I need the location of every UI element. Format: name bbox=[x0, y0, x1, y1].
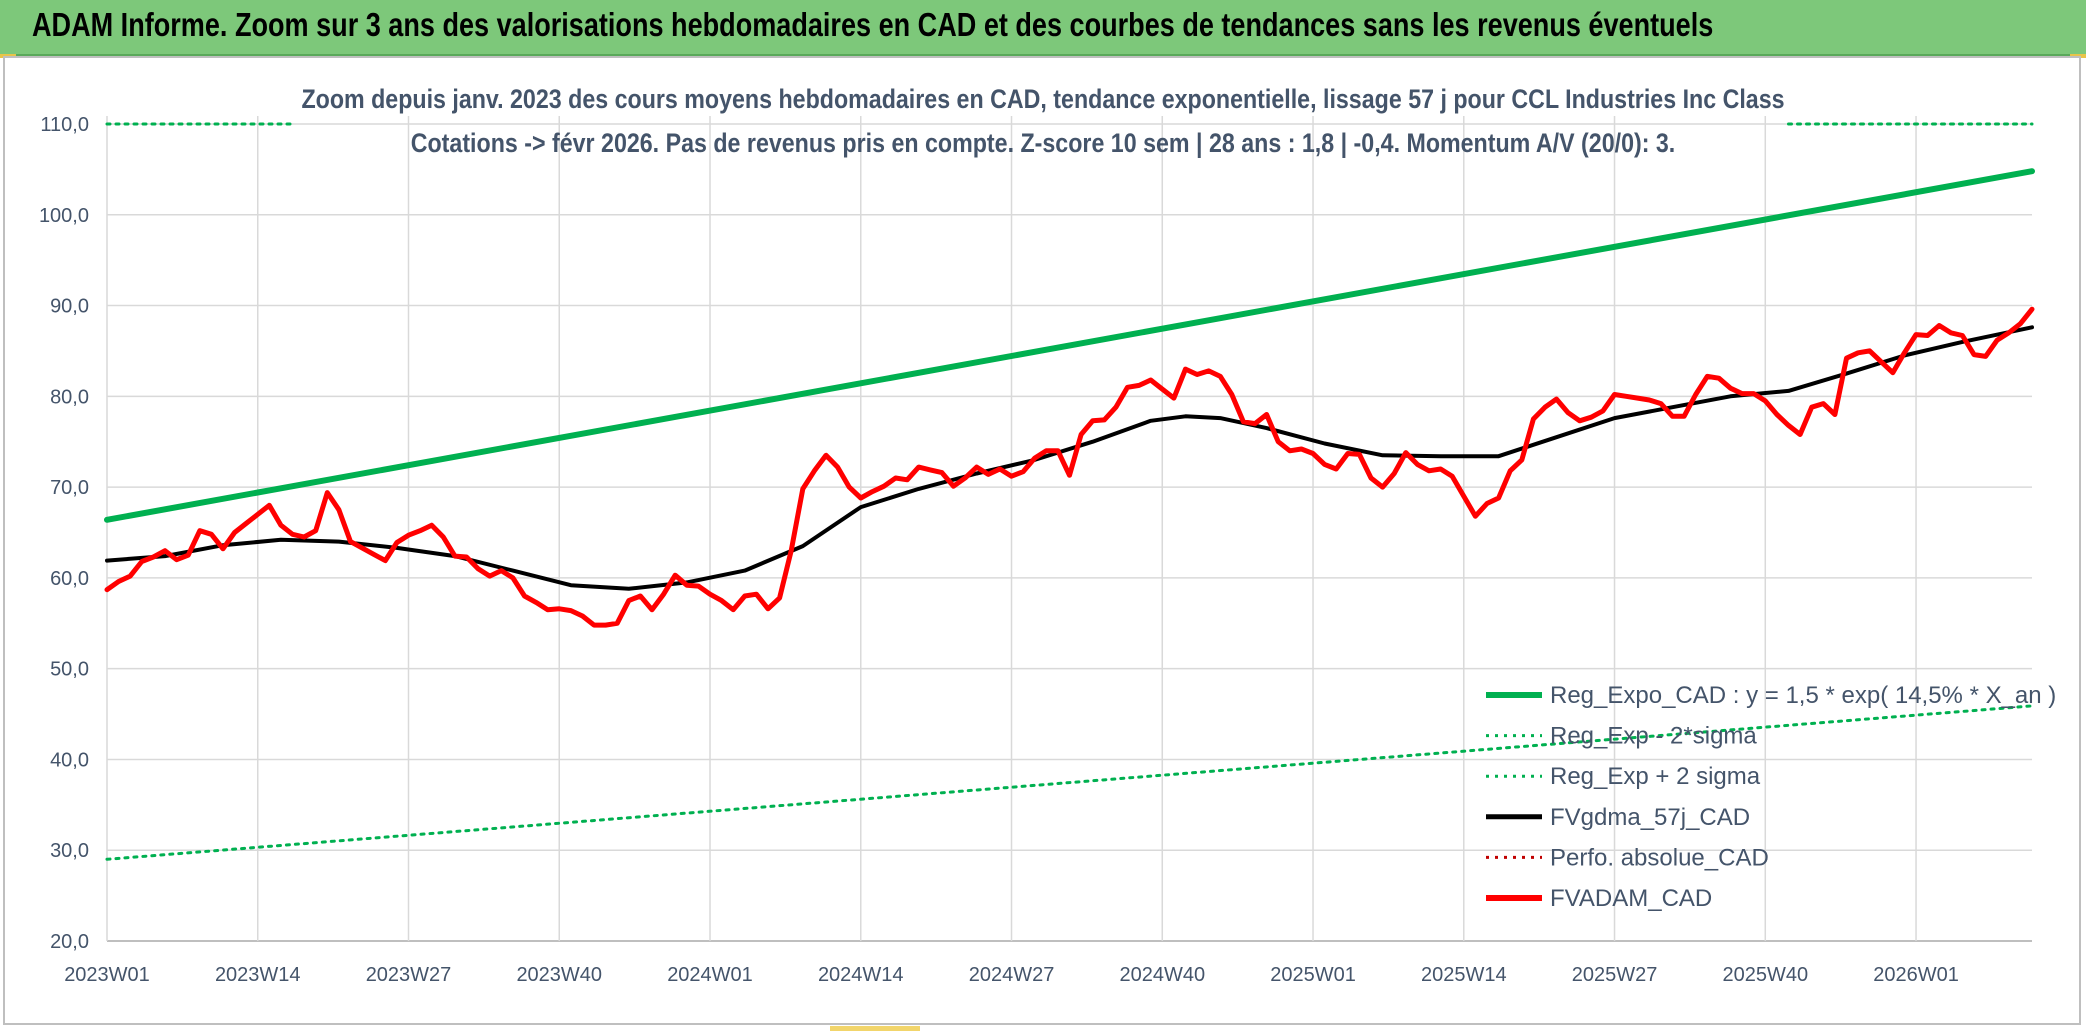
y-tick-label: 100,0 bbox=[39, 205, 89, 227]
x-tick-label: 2025W27 bbox=[1572, 964, 1658, 986]
legend-label: Reg_Exp + 2 sigma bbox=[1550, 763, 1761, 790]
chart-legend: Reg_Expo_CAD : y = 1,5 * exp( 14,5% * X_… bbox=[1486, 682, 2056, 912]
y-axis-ticks: 20,0 30,0 40,0 50,0 60,0 70,0 80,0 90,0 100,0 110… bbox=[39, 114, 89, 953]
y-tick-label: 40,0 bbox=[50, 749, 89, 771]
y-tick-label: 70,0 bbox=[50, 477, 89, 499]
x-tick-label: 2024W01 bbox=[667, 964, 753, 986]
y-tick-label: 30,0 bbox=[50, 840, 89, 862]
chart-title-line-1: Zoom depuis janv. 2023 des cours moyens … bbox=[301, 84, 1785, 114]
series-line-6 bbox=[104, 306, 2035, 628]
series-line-1 bbox=[104, 168, 2035, 523]
y-tick-label: 110,0 bbox=[40, 114, 89, 136]
x-tick-label: 2025W14 bbox=[1421, 964, 1507, 986]
x-tick-label: 2023W27 bbox=[366, 964, 452, 986]
chart-frame bbox=[3, 56, 2081, 1025]
y-tick-label: 80,0 bbox=[50, 386, 89, 408]
x-tick-label: 2025W01 bbox=[1270, 964, 1356, 986]
x-axis-ticks: 2023W01 2023W14 2023W27 2023W40 2024W01 2024W… bbox=[64, 964, 1959, 986]
chart-gridlines bbox=[106, 116, 2032, 942]
chart-title-line-2: Cotations -> févr 2026. Pas de revenus p… bbox=[410, 128, 1676, 158]
y-tick-label: 20,0 bbox=[50, 931, 89, 953]
legend-label: Perfo. absolue_CAD bbox=[1550, 844, 1769, 871]
x-tick-label: 2023W40 bbox=[516, 964, 602, 986]
y-tick-label: 60,0 bbox=[50, 568, 89, 590]
x-tick-label: 2024W27 bbox=[969, 964, 1055, 986]
report-header-banner: ADAM Informe. Zoom sur 3 ans des valoris… bbox=[0, 0, 2086, 56]
legend-label: Reg_Expo_CAD : y = 1,5 * exp( 14,5% * X_… bbox=[1550, 682, 2056, 709]
y-tick-label: 50,0 bbox=[50, 659, 89, 681]
x-tick-label: 2026W01 bbox=[1873, 964, 1959, 986]
chart-series bbox=[104, 122, 2035, 861]
y-tick-label: 90,0 bbox=[50, 296, 89, 318]
series-line-2 bbox=[105, 704, 2034, 861]
x-tick-label: 2025W40 bbox=[1722, 964, 1808, 986]
legend-label: FVADAM_CAD bbox=[1550, 885, 1712, 912]
series-line-4 bbox=[105, 325, 2034, 591]
x-tick-label: 2024W40 bbox=[1119, 964, 1205, 986]
legend-label: Reg_Exp - 2*sigma bbox=[1550, 723, 1757, 750]
bottom-accent-mark bbox=[830, 1026, 920, 1031]
report-title: ADAM Informe. Zoom sur 3 ans des valoris… bbox=[32, 6, 1714, 43]
x-tick-label: 2023W14 bbox=[215, 964, 301, 986]
x-tick-label: 2024W14 bbox=[818, 964, 904, 986]
legend-label: FVgdma_57j_CAD bbox=[1550, 804, 1750, 831]
x-tick-label: 2023W01 bbox=[64, 964, 150, 986]
